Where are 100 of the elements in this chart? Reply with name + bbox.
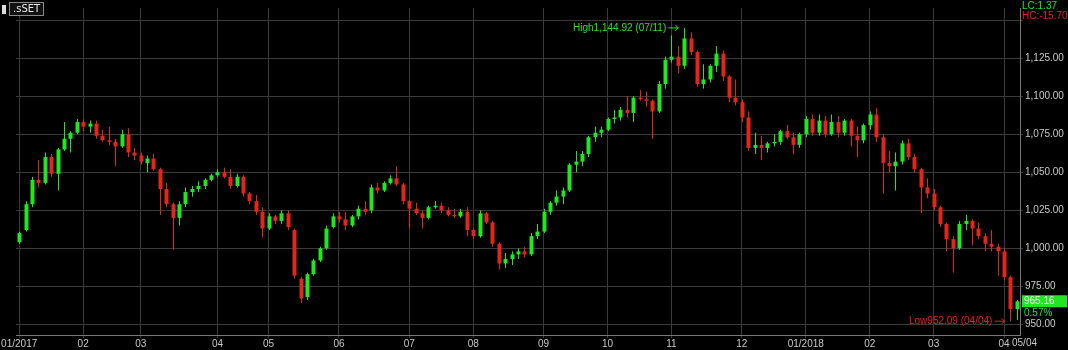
candlestick bbox=[925, 177, 930, 199]
candlestick bbox=[343, 211, 348, 231]
candlestick bbox=[887, 150, 892, 173]
x-tick-label: 08 bbox=[467, 337, 480, 349]
candlestick bbox=[989, 229, 994, 252]
candlestick bbox=[874, 107, 879, 143]
candlestick bbox=[868, 110, 873, 131]
y-tick-label: 1,050.00 bbox=[1025, 166, 1065, 178]
x-tick-label: 01/2018 bbox=[787, 337, 825, 349]
candlestick bbox=[650, 98, 655, 140]
text: HC:-15.70 bbox=[1022, 9, 1068, 21]
candlestick bbox=[753, 132, 758, 155]
candlestick bbox=[932, 188, 937, 211]
candlestick bbox=[810, 113, 815, 137]
candlestick bbox=[669, 34, 674, 64]
candlestick bbox=[701, 63, 706, 90]
candlestick bbox=[497, 241, 502, 271]
candlestick bbox=[401, 182, 406, 205]
candlestick bbox=[951, 235, 956, 274]
candlestick bbox=[171, 202, 176, 251]
y-tick-label: 975.00 bbox=[1025, 280, 1057, 292]
x-tick-label: 03 bbox=[928, 337, 940, 349]
candlestick bbox=[286, 209, 291, 231]
text: LC:1.37 bbox=[1022, 0, 1058, 11]
candlestick bbox=[107, 126, 112, 146]
candlestick bbox=[759, 135, 764, 161]
text: 05/04 bbox=[1012, 336, 1038, 348]
x-tick-label: 02 bbox=[77, 337, 90, 349]
candlestick bbox=[919, 167, 924, 214]
candlestick bbox=[727, 74, 732, 103]
candlestick bbox=[983, 232, 988, 252]
candlestick bbox=[228, 168, 233, 190]
candlestick bbox=[420, 209, 425, 230]
x-tick-label: 01/2017 bbox=[1, 337, 38, 349]
candlestick bbox=[817, 113, 822, 137]
x-tick-label: 10 bbox=[601, 337, 614, 349]
x-tick-label: 03 bbox=[135, 337, 147, 349]
candlestick bbox=[861, 123, 866, 144]
candlestick bbox=[394, 165, 399, 187]
candlestick bbox=[183, 186, 188, 208]
x-tick-label: 05 bbox=[263, 337, 275, 349]
candlestick bbox=[791, 132, 796, 155]
candlestick bbox=[241, 174, 246, 198]
candlestick bbox=[1015, 299, 1020, 321]
candlestick bbox=[912, 153, 917, 173]
x-tick-label: 07 bbox=[403, 337, 416, 349]
candlestick bbox=[465, 206, 470, 237]
candlestick bbox=[721, 50, 726, 82]
x-tick-label: 06 bbox=[333, 337, 345, 349]
y-tick-label: 1,125.00 bbox=[1025, 51, 1065, 63]
candlestick bbox=[299, 276, 304, 304]
candlestick bbox=[369, 183, 374, 214]
x-tick-label: 12 bbox=[736, 337, 748, 349]
candlestick bbox=[676, 45, 681, 74]
candlestick bbox=[62, 121, 67, 152]
candlestick bbox=[944, 221, 949, 252]
candlestick bbox=[490, 220, 495, 248]
candlestick bbox=[631, 95, 636, 123]
x-tick-label: 04 bbox=[211, 337, 224, 349]
y-tick-label: 1,025.00 bbox=[1025, 204, 1065, 216]
candlestick bbox=[714, 45, 719, 73]
candlestick bbox=[586, 135, 591, 158]
candlestick bbox=[970, 218, 975, 246]
candlestick bbox=[708, 63, 713, 84]
x-tick-label: 11 bbox=[666, 337, 678, 349]
text: 965.16 bbox=[1024, 295, 1056, 307]
candlestick bbox=[836, 115, 841, 138]
x-tick-label: 09 bbox=[538, 337, 550, 349]
candlestick bbox=[126, 127, 131, 158]
candlestick bbox=[158, 167, 163, 216]
candlestick bbox=[829, 113, 834, 137]
candlestick bbox=[542, 208, 547, 234]
text: 0.57% bbox=[1024, 307, 1053, 319]
candlestick bbox=[324, 224, 329, 251]
annotation: High1,144.92 (07/11) bbox=[573, 21, 667, 33]
candlestick bbox=[804, 115, 809, 138]
candlestick bbox=[900, 139, 905, 166]
candlestick bbox=[689, 31, 694, 56]
chart-title: .sSET bbox=[9, 2, 45, 16]
candlestick bbox=[938, 205, 943, 228]
candlestick bbox=[177, 200, 182, 226]
y-tick-label: 1,000.00 bbox=[1025, 242, 1065, 254]
candlestick bbox=[740, 98, 745, 123]
x-tick-label: 02 bbox=[864, 337, 876, 349]
candlestick bbox=[260, 206, 265, 239]
candlestick bbox=[823, 115, 828, 138]
candlestick bbox=[849, 118, 854, 147]
x-tick-label: 04 bbox=[998, 337, 1011, 349]
annotation: Low952.09 (04/04) bbox=[909, 314, 993, 326]
candlestick bbox=[164, 182, 169, 208]
y-tick-label: 950.00 bbox=[1025, 318, 1057, 330]
candlestick bbox=[94, 120, 99, 140]
candlestick bbox=[906, 138, 911, 161]
candlestick bbox=[305, 272, 310, 301]
candlestick bbox=[36, 159, 41, 188]
candlestick bbox=[120, 129, 125, 149]
candlestick bbox=[49, 153, 54, 178]
candlestick bbox=[254, 194, 259, 216]
y-tick-label: 1,100.00 bbox=[1025, 89, 1065, 101]
candlestick bbox=[625, 95, 630, 119]
